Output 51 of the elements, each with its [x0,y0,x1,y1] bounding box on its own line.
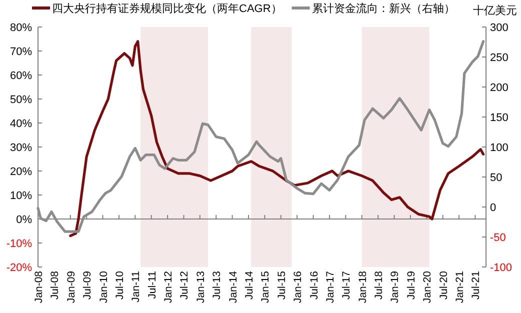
y-tick-label: 30% [10,142,32,154]
x-tick-label: Jan-14 [227,270,240,304]
y-tick-label: 20% [10,166,32,178]
y2-tick-label: 0 [490,202,496,214]
x-tick-label: Jan-21 [454,270,466,304]
x-tick-label: Jul-18 [373,270,386,300]
x-tick-label: Jan-20 [422,270,434,304]
y2-tick-label: 150 [490,112,508,124]
y-tick-label: 60% [10,70,32,82]
y2-tick-label: 250 [490,52,508,64]
y-tick-label: -20% [6,262,32,274]
x-tick-label: Jan-11 [130,270,142,302]
y2-tick-label: 300 [490,22,508,34]
y-tick-label: 0% [16,214,32,226]
x-tick-label: Jan-08 [33,270,45,304]
y-tick-label: 80% [10,22,32,34]
x-tick-label: Jul-19 [405,270,418,300]
x-tick-label: Jan-09 [65,270,78,304]
x-tick-label: Jan-15 [260,270,272,304]
x-tick-label: Jul-15 [276,270,288,300]
x-tick-label: Jan-17 [324,270,336,304]
y2-tick-label: 200 [490,82,508,94]
x-tick-label: Jul-20 [438,270,450,300]
x-tick-label: Jul-11 [146,270,158,299]
x-tick-label: Jul-09 [82,270,94,300]
x-tick-label: Jul-13 [211,270,224,300]
x-tick-label: Jan-18 [356,270,369,304]
x-tick-label: Jan-19 [389,270,402,304]
y-tick-label: 70% [10,46,32,58]
y2-axis-title: 十亿美元 [473,4,517,17]
x-tick-label: Jul-16 [308,270,320,300]
x-tick-label: Jul-10 [114,270,126,300]
x-tick-label: Jul-12 [178,270,191,300]
y-tick-label: 50% [10,94,32,106]
x-tick-label: Jul-08 [49,270,62,300]
y2-tick-label: -100 [490,262,512,274]
y2-tick-label: -50 [490,232,506,244]
x-tick-label: Jan-16 [292,270,304,304]
y2-tick-label: 50 [490,172,502,184]
y-tick-label: 40% [10,118,32,130]
legend-label: 累计资金流向：新兴（右轴） [312,2,455,15]
x-tick-label: Jul-21 [470,270,482,300]
legend-label: 四大央行持有证券规模同比变化（两年CAGR） [52,2,282,15]
x-tick-label: Jan-13 [194,270,207,304]
x-tick-label: Jul-17 [340,270,353,300]
y2-tick-label: 100 [490,142,508,154]
x-tick-label: Jan-10 [98,270,110,304]
x-tick-label: Jan-12 [162,270,175,304]
y-tick-label: 10% [10,190,32,202]
x-tick-label: Jul-14 [244,270,256,300]
y-tick-label: -10% [6,238,32,250]
